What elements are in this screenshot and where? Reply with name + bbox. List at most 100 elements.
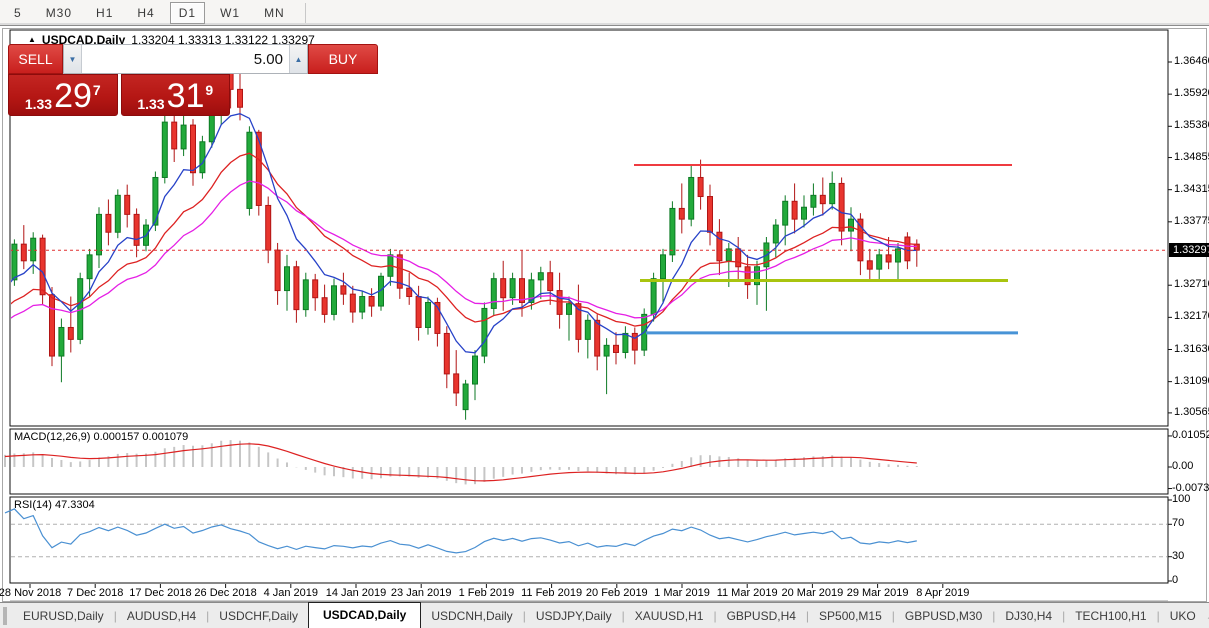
tab-tech100-h1[interactable]: TECH100,H1 bbox=[1075, 609, 1147, 623]
sell-price-main: 29 bbox=[54, 77, 92, 116]
tab-usdjpy-daily[interactable]: USDJPY,Daily bbox=[535, 609, 612, 623]
candle-body bbox=[190, 124, 196, 174]
candle-body bbox=[321, 297, 328, 315]
buy-price-button[interactable]: 1.33 31 9 bbox=[120, 74, 230, 116]
tab-scroll-arrows: ◄ ► bbox=[1206, 613, 1209, 628]
price-axis-label: 1.36460 bbox=[1174, 55, 1209, 67]
rsi-plot-border bbox=[9, 496, 1169, 584]
price-axis-label: 1.34315 bbox=[1174, 183, 1209, 195]
candle-body bbox=[180, 124, 187, 150]
rsi-label: RSI(14) 47.3304 bbox=[14, 499, 95, 511]
timeframe-button-w1[interactable]: W1 bbox=[220, 5, 241, 20]
timeframe-button-5[interactable]: 5 bbox=[14, 5, 22, 20]
candle-body bbox=[490, 278, 497, 309]
one-click-trading-panel: SELL ▼ ▲ BUY 1.33 29 7 1.33 31 9 bbox=[8, 44, 378, 116]
timeframe-button-h1[interactable]: H1 bbox=[96, 5, 114, 20]
macd-label: MACD(12,26,9) 0.000157 0.001079 bbox=[14, 431, 189, 443]
candle-body bbox=[96, 213, 102, 256]
candle-body bbox=[30, 237, 37, 262]
tab-uko[interactable]: UKO bbox=[1169, 609, 1196, 623]
candle-body bbox=[876, 254, 883, 270]
candle-body bbox=[669, 207, 676, 256]
tab-usdchf-daily[interactable]: USDCHF,Daily bbox=[219, 609, 298, 623]
candle-body bbox=[707, 196, 713, 233]
candle-body bbox=[537, 272, 544, 281]
macd-signal-line bbox=[4, 443, 917, 482]
candle-body bbox=[171, 121, 178, 150]
candle-body bbox=[462, 383, 469, 411]
candle-body bbox=[11, 243, 18, 281]
tab-gbpusd-m30[interactable]: GBPUSD,M30 bbox=[904, 609, 983, 623]
candle-body bbox=[744, 266, 751, 286]
time-axis-label: 28 Nov 2018 bbox=[0, 587, 62, 599]
timeframe-button-m30[interactable]: M30 bbox=[45, 5, 73, 20]
candle-body bbox=[622, 332, 629, 353]
timeframe-button-mn[interactable]: MN bbox=[264, 5, 285, 20]
volume-input[interactable] bbox=[82, 45, 289, 73]
rsi-axis-label: 70 bbox=[1172, 517, 1185, 529]
candle-body bbox=[848, 218, 854, 232]
candle-body bbox=[509, 278, 516, 299]
candle-body bbox=[396, 254, 403, 289]
tab-gbpusd-h4[interactable]: GBPUSD,H4 bbox=[726, 609, 796, 623]
time-axis-label: 23 Jan 2019 bbox=[390, 587, 452, 599]
candle-body bbox=[650, 278, 657, 315]
candle-body bbox=[819, 194, 826, 205]
collapse-panel-icon[interactable]: ▲ bbox=[28, 35, 36, 44]
price-axis-label: 1.32710 bbox=[1174, 278, 1209, 290]
candle-body bbox=[660, 254, 666, 280]
price-axis-label: 1.32170 bbox=[1174, 310, 1209, 322]
candle-body bbox=[434, 301, 441, 334]
tab-separator: | bbox=[621, 609, 625, 623]
candle-body bbox=[359, 296, 366, 313]
tab-audusd-h4[interactable]: AUDUSD,H4 bbox=[126, 609, 197, 623]
candle-body bbox=[613, 344, 619, 353]
tab-usdcad-daily[interactable]: USDCAD,Daily bbox=[307, 602, 422, 628]
volume-decrease-button[interactable]: ▼ bbox=[64, 45, 82, 73]
candle-body bbox=[331, 285, 337, 315]
candle-body bbox=[86, 254, 93, 280]
timeframe-buttons: 5 M30 H1 H4 D1 W1 MN bbox=[2, 1, 297, 24]
chart-tab-bar: EURUSD,Daily | AUDUSD,H4 | USDCHF,Daily USDCA… bbox=[0, 602, 1209, 628]
macd-plot-border bbox=[9, 428, 1169, 495]
candle-body bbox=[265, 204, 272, 251]
tab-eurusd-daily[interactable]: EURUSD,Daily bbox=[23, 609, 104, 623]
candle-body bbox=[697, 176, 704, 198]
tab-xauusd-h1[interactable]: XAUUSD,H1 bbox=[634, 609, 704, 623]
chart-ohlc-values: 1.33204 1.33313 1.33122 1.33297 bbox=[131, 33, 315, 47]
candle-body bbox=[885, 254, 892, 263]
timeframe-button-h4[interactable]: H4 bbox=[137, 5, 155, 20]
timeframe-toolbar: 5 M30 H1 H4 D1 W1 MN bbox=[0, 0, 1209, 26]
candle-body bbox=[39, 237, 46, 296]
candle-body bbox=[782, 200, 789, 226]
candle-body bbox=[312, 279, 319, 299]
chart-tabs: EURUSD,Daily | AUDUSD,H4 | USDCHF,Daily USDCA… bbox=[13, 602, 1206, 628]
candle-body bbox=[866, 260, 873, 270]
price-axis-label: 1.31630 bbox=[1174, 343, 1209, 355]
candle-body bbox=[255, 131, 262, 206]
sell-button[interactable]: SELL bbox=[8, 44, 63, 74]
tab-scroll-left-icon[interactable]: ◄ bbox=[1206, 613, 1209, 624]
chart-title: ▲ USDCAD,Daily 1.33204 1.33313 1.33122 1… bbox=[28, 33, 315, 47]
candle-body bbox=[349, 293, 356, 313]
tab-sp500-m15[interactable]: SP500,M15 bbox=[819, 609, 882, 623]
rsi-line bbox=[4, 508, 917, 554]
time-axis-label: 20 Feb 2019 bbox=[585, 587, 648, 599]
time-axis-label: 29 Mar 2019 bbox=[846, 587, 909, 599]
candle-body bbox=[152, 176, 159, 226]
tab-usdcnh-daily[interactable]: USDCNH,Daily bbox=[431, 609, 513, 623]
tab-separator: | bbox=[1156, 609, 1160, 623]
candle-body bbox=[302, 279, 309, 311]
candle-body bbox=[895, 248, 901, 263]
tab-dj30-h4[interactable]: DJ30,H4 bbox=[1005, 609, 1053, 623]
candle-body bbox=[340, 285, 347, 295]
sell-price-button[interactable]: 1.33 29 7 bbox=[8, 74, 118, 116]
price-axis-label: 1.31090 bbox=[1174, 375, 1209, 387]
timeframe-button-d1[interactable]: D1 bbox=[169, 1, 206, 24]
candle-body bbox=[838, 182, 845, 232]
candle-body bbox=[161, 121, 168, 178]
buy-button[interactable]: BUY bbox=[308, 44, 378, 74]
volume-increase-button[interactable]: ▲ bbox=[289, 45, 307, 73]
candle-body bbox=[528, 279, 535, 303]
